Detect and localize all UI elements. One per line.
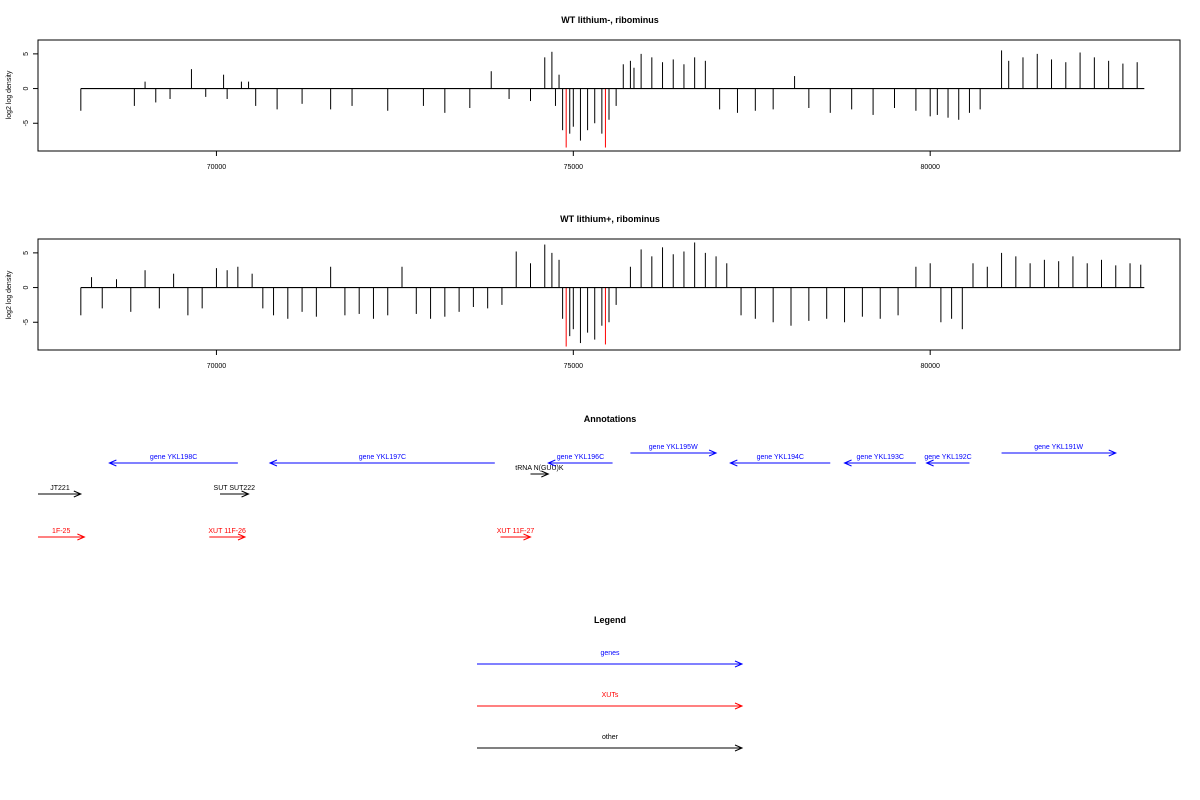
x-tick-label: 80000 xyxy=(920,164,940,171)
legend-entry-other: other xyxy=(602,734,619,741)
annotation-arrowhead xyxy=(925,459,934,467)
y-tick-label: -5 xyxy=(23,120,30,126)
annotation-label: tRNA N(GUU)K xyxy=(515,465,564,472)
annotation-label: XUT 11F-26 xyxy=(208,528,246,535)
annotation-arrowhead xyxy=(268,459,278,467)
y-axis-label: log2 log density xyxy=(6,270,13,319)
x-tick-label: 70000 xyxy=(207,363,227,370)
annotation-arrowhead xyxy=(547,459,556,467)
y-tick-label: -5 xyxy=(23,319,30,325)
x-tick-label: 75000 xyxy=(564,164,584,171)
x-tick-label: 70000 xyxy=(207,164,227,171)
chart-title: WT lithium-, ribominus xyxy=(561,15,659,25)
legend-arrowhead xyxy=(734,744,744,752)
legend-arrowhead xyxy=(734,702,744,710)
annotation-arrowhead xyxy=(108,459,117,467)
annotation-arrowhead xyxy=(1108,449,1118,457)
annotation-arrowhead xyxy=(523,533,532,541)
y-tick-label: 0 xyxy=(23,286,30,290)
y-axis-label: log2 log density xyxy=(6,70,13,119)
chart-panel-lithium-plus: WT lithium+, ribominus log2 log density … xyxy=(6,214,1181,370)
legend-title: Legend xyxy=(594,615,626,625)
plot-frame xyxy=(37,238,1181,351)
annotation-arrowhead xyxy=(73,490,83,498)
x-tick-label: 80000 xyxy=(920,363,940,370)
annotation-label: gene YKL197C xyxy=(359,454,406,461)
annotation-label: SUT SUT222 xyxy=(214,485,256,492)
x-tick-label: 75000 xyxy=(564,363,584,370)
legend-entry-xut: XUTs xyxy=(602,692,619,699)
plot-frame xyxy=(37,39,1181,152)
legend-arrowhead xyxy=(734,660,744,668)
annotation-arrowhead xyxy=(541,470,550,478)
legend-entry-gene: genes xyxy=(600,650,620,657)
annotation-label: gene YKL191W xyxy=(1034,444,1083,451)
annotation-label: XUT 11F-27 xyxy=(497,528,535,535)
annotation-label: gene YKL194C xyxy=(757,454,804,461)
chart-title: WT lithium+, ribominus xyxy=(560,214,660,224)
annotation-label: JT221 xyxy=(50,485,70,492)
chart-panel-lithium-minus: WT lithium-, ribominus log2 log density … xyxy=(6,15,1181,171)
annotation-arrowhead xyxy=(843,459,852,467)
annotation-arrowhead xyxy=(708,449,718,457)
annotation-label: gene YKL196C xyxy=(557,454,604,461)
annotations-panel: Annotations gene YKL198C gene YKL197C tRNA… xyxy=(38,414,1118,541)
annotation-arrowhead xyxy=(729,459,738,467)
annotation-label: gene YKL192C xyxy=(924,454,971,461)
annotations-title: Annotations xyxy=(584,414,637,424)
annotation-label: gene YKL193C xyxy=(857,454,904,461)
y-tick-label: 5 xyxy=(23,52,30,56)
legend-panel: Legend genes XUTs other xyxy=(477,615,744,752)
y-tick-label: 0 xyxy=(23,87,30,91)
annotation-label: 1F-25 xyxy=(52,528,70,535)
y-tick-label: 5 xyxy=(23,251,30,255)
annotation-arrowhead xyxy=(241,490,250,498)
annotation-arrowhead xyxy=(237,533,247,541)
annotation-label: gene YKL198C xyxy=(150,454,197,461)
annotation-label: gene YKL195W xyxy=(649,444,698,451)
annotation-arrowhead xyxy=(77,533,86,541)
